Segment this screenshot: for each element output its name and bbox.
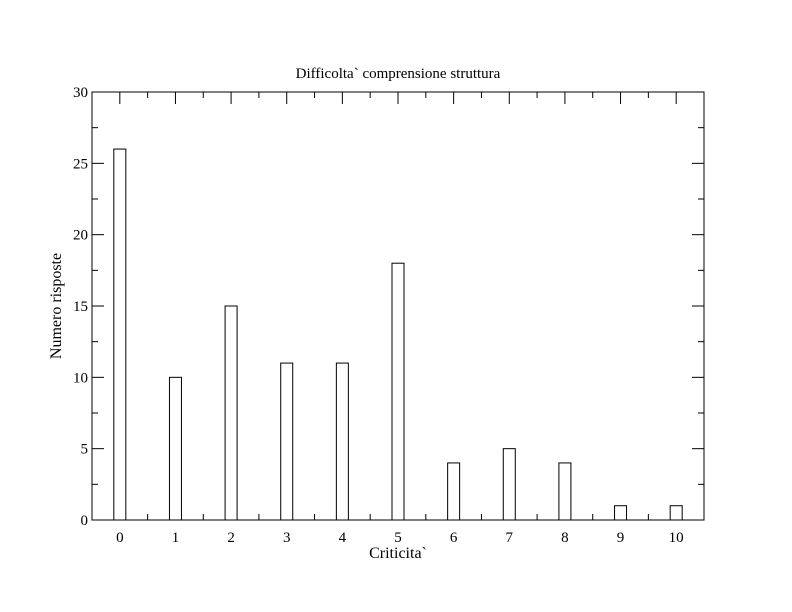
y-tick-labels: 0 5 10 15 20 25 30 xyxy=(73,85,88,529)
x-tick-label: 1 xyxy=(172,530,180,546)
plot-frame xyxy=(91,91,705,521)
y-tick-label: 5 xyxy=(81,442,89,458)
bars xyxy=(113,148,683,521)
bar xyxy=(168,376,182,521)
x-tick-label: 3 xyxy=(283,530,291,546)
y-tick-label: 25 xyxy=(73,156,88,172)
bar xyxy=(391,262,405,521)
bar xyxy=(447,462,461,521)
x-tick-label: 5 xyxy=(394,530,402,546)
x-tick-label: 6 xyxy=(450,530,458,546)
y-tick-label: 30 xyxy=(73,85,88,101)
bar xyxy=(335,362,349,521)
chart-title: Difficolta` comprensione struttura xyxy=(296,66,501,82)
x-tick-label: 8 xyxy=(561,530,569,546)
bar xyxy=(280,362,294,521)
x-tick-label: 0 xyxy=(116,530,124,546)
bar xyxy=(502,448,516,521)
x-tick-label: 7 xyxy=(506,530,514,546)
x-tick-labels: 0 1 2 3 4 5 6 7 8 9 10 xyxy=(116,530,684,546)
x-axis-label: Criticita` xyxy=(369,545,427,562)
y-tick-label: 0 xyxy=(81,513,89,529)
y-tick-label: 10 xyxy=(73,370,88,386)
y-axis-label: Numero risposte xyxy=(48,253,65,359)
bar xyxy=(558,462,572,521)
bar xyxy=(113,148,127,521)
bar xyxy=(614,505,628,521)
bar xyxy=(224,305,238,521)
x-tick-label: 2 xyxy=(227,530,235,546)
bar xyxy=(669,505,683,521)
x-tick-label: 10 xyxy=(669,530,684,546)
y-tick-label: 15 xyxy=(73,299,88,315)
x-tick-label: 4 xyxy=(339,530,347,546)
x-tick-label: 9 xyxy=(617,530,625,546)
y-tick-label: 20 xyxy=(73,228,88,244)
